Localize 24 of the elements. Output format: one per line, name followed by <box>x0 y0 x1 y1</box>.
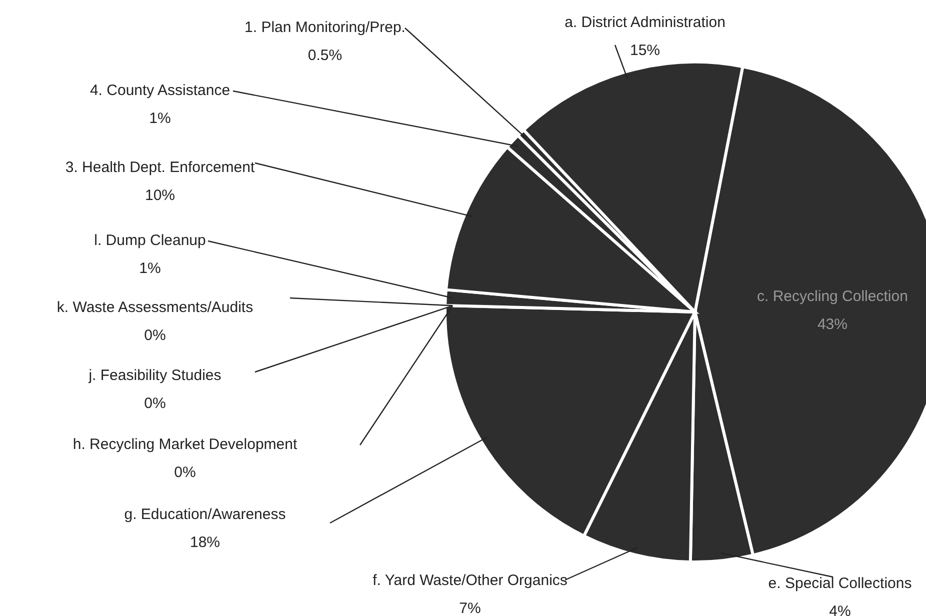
data-label: 1% <box>139 260 161 277</box>
category-label: k. Waste Assessments/Audits <box>56 299 254 316</box>
data-label: 0.5% <box>308 47 342 64</box>
slice-label: e. Special Collections <box>768 575 912 592</box>
data-label: 7% <box>459 600 481 616</box>
data-label: 18% <box>190 534 220 551</box>
data-label: 4% <box>829 603 851 616</box>
data-label: 10% <box>144 187 176 204</box>
category-label: h. Recycling Market Development <box>72 436 298 453</box>
slice-label: 4. County Assistance <box>90 82 230 99</box>
data-label: 1% <box>149 110 171 127</box>
slice-label: c. Recycling Collection <box>757 288 908 306</box>
slice-label: l. Dump Cleanup <box>94 232 206 249</box>
category-label: j. Feasibility Studies <box>88 367 222 384</box>
slice-label: g. Education/Awareness <box>124 506 286 523</box>
text: 0% <box>144 395 166 412</box>
data-label: 43% <box>817 316 848 334</box>
text: 0% <box>174 464 196 481</box>
slice-label: a. District Administration <box>564 14 726 31</box>
text: 0% <box>144 327 166 344</box>
slice-label: f. Yard Waste/Other Organics <box>372 572 568 589</box>
slice-label: 3. Health Dept. Enforcement <box>65 159 256 176</box>
slice-label: 1. Plan Monitoring/Prep. <box>244 19 406 36</box>
data-label: 15% <box>630 42 660 59</box>
